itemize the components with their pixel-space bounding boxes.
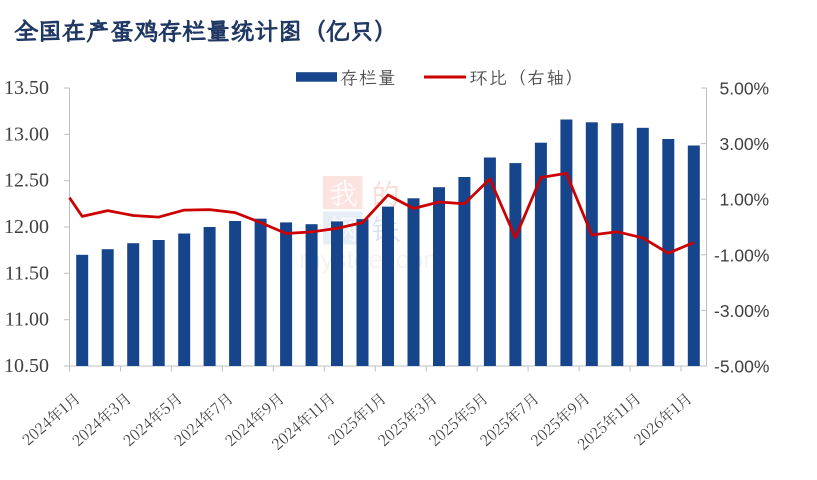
svg-text:-3.00%: -3.00%	[714, 301, 769, 321]
svg-text:10.50: 10.50	[4, 355, 49, 377]
svg-text:13.50: 13.50	[4, 77, 49, 99]
svg-text:5.00%: 5.00%	[720, 79, 770, 99]
svg-text:mysteel.com: mysteel.com	[299, 244, 445, 274]
svg-text:12.50: 12.50	[4, 170, 49, 192]
svg-text:3.00%: 3.00%	[720, 134, 770, 154]
svg-text:-1.00%: -1.00%	[714, 245, 769, 265]
svg-text:1.00%: 1.00%	[720, 190, 770, 210]
svg-text:11.00: 11.00	[5, 309, 49, 331]
svg-text:-5.00%: -5.00%	[714, 357, 769, 377]
svg-text:13.00: 13.00	[4, 123, 49, 145]
svg-text:11.50: 11.50	[5, 262, 49, 284]
svg-text:12.00: 12.00	[4, 216, 49, 238]
